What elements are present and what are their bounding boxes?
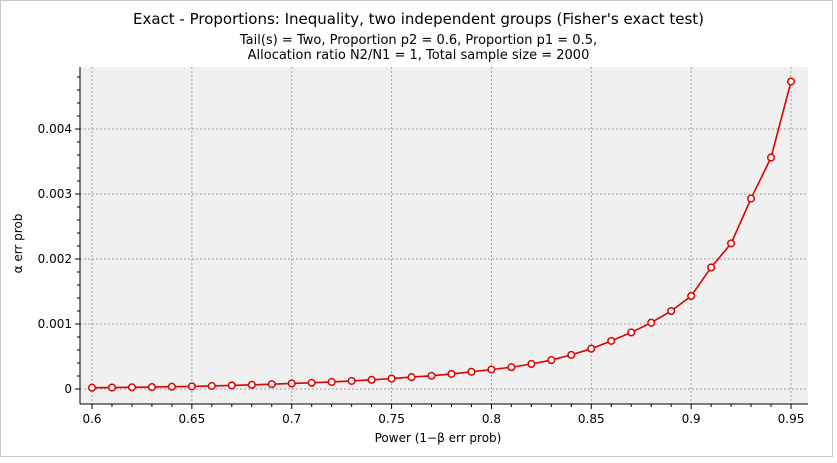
data-point <box>447 369 456 378</box>
data-point <box>107 383 117 392</box>
data-point <box>527 359 536 369</box>
data-point <box>766 153 776 162</box>
y-tick-label: 0.001 <box>38 317 72 331</box>
data-point <box>147 383 156 392</box>
y-axis-ticks: 0 0.001 0.002 0.003 0.004 <box>38 76 80 396</box>
data-point <box>227 381 236 390</box>
data-point <box>467 367 476 376</box>
y-tick-label: 0.004 <box>38 122 72 136</box>
data-point <box>207 381 216 390</box>
x-tick-label: 0.75 <box>378 412 405 426</box>
data-point <box>607 336 616 345</box>
data-point <box>627 328 636 337</box>
x-tick-label: 0.9 <box>682 412 701 426</box>
x-tick-label: 0.6 <box>82 412 101 426</box>
data-point <box>247 380 256 389</box>
data-point <box>587 344 596 353</box>
x-tick-label: 0.65 <box>178 412 205 426</box>
chart-title: Exact - Proportions: Inequality, two ind… <box>132 10 705 28</box>
data-point <box>687 292 696 301</box>
plot-area <box>80 67 808 404</box>
grid-lines <box>80 67 808 404</box>
axes <box>79 67 808 405</box>
data-point <box>407 373 416 382</box>
x-axis-ticks: 0.6 0.65 0.7 0.75 0.8 0.85 0.9 0.95 <box>82 404 804 426</box>
y-tick-label: 0.002 <box>38 252 72 266</box>
y-tick-label: 0.003 <box>38 187 72 201</box>
chart-subtitle-line-2: Allocation ratio N2/N1 = 1, Total sample… <box>247 48 590 63</box>
x-axis-label: Power (1−β err prob) <box>375 431 502 445</box>
y-axis-label: α err prob <box>11 214 25 274</box>
data-point <box>167 382 176 391</box>
data-point <box>667 306 676 316</box>
chart-subtitle-line-1: Tail(s) = Two, Proportion p2 = 0.6, Prop… <box>239 33 598 48</box>
data-point <box>187 382 196 391</box>
data-point <box>327 377 336 387</box>
x-tick-label: 0.85 <box>578 412 605 426</box>
series-markers <box>87 77 796 392</box>
x-tick-label: 0.7 <box>282 412 301 426</box>
data-point <box>127 383 136 392</box>
data-point <box>707 263 716 272</box>
data-point <box>487 365 496 374</box>
x-tick-label: 0.8 <box>482 412 501 426</box>
data-point <box>747 194 756 203</box>
data-point <box>786 77 796 86</box>
data-point <box>307 378 316 387</box>
data-point <box>567 350 576 359</box>
data-point <box>367 375 376 384</box>
y-tick-label: 0 <box>64 382 72 396</box>
data-point <box>267 380 276 389</box>
data-point <box>507 363 516 372</box>
x-tick-label: 0.95 <box>778 412 805 426</box>
data-point <box>727 239 736 248</box>
data-point <box>547 356 556 365</box>
data-point <box>87 383 97 392</box>
data-point <box>647 318 656 327</box>
data-point <box>427 371 436 380</box>
data-point <box>287 379 296 388</box>
data-point <box>347 376 356 385</box>
data-point <box>387 374 396 383</box>
